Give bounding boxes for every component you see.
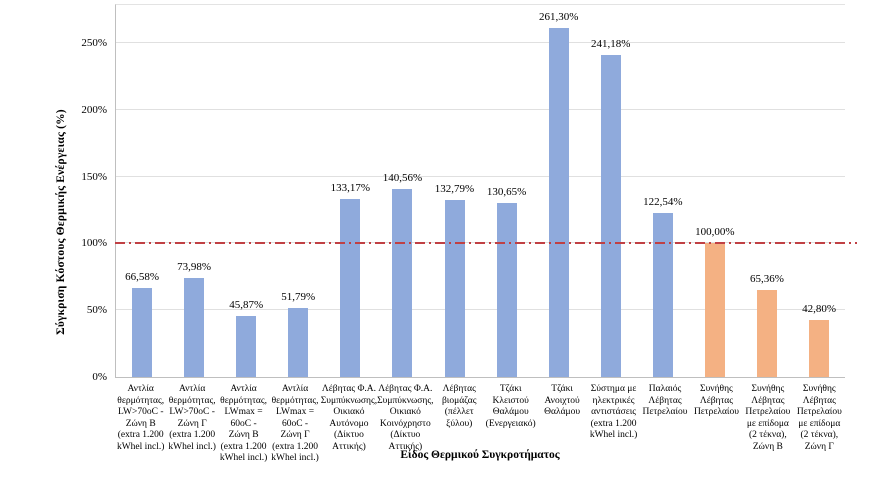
y-tick-label: 150% bbox=[81, 170, 107, 183]
bar-value-label: 130,65% bbox=[486, 185, 527, 198]
x-category-label: Τζάκι Κλειστού Θαλάμου (Ενεργειακό) bbox=[485, 384, 536, 429]
bar bbox=[288, 307, 309, 377]
bar-slot: 100,00% bbox=[689, 5, 741, 377]
x-category-label: Τζάκι Ανοιχτού Θαλάμου bbox=[544, 384, 581, 417]
bar-slot: 122,54% bbox=[637, 5, 689, 377]
y-tick-label: 0% bbox=[92, 371, 107, 383]
bar-value-label: 140,56% bbox=[382, 172, 423, 185]
x-category-label: Αντλία θερμότητας, LW>70oC - Ζώνη Γ (ext… bbox=[168, 384, 216, 452]
bar bbox=[236, 315, 257, 377]
bar bbox=[600, 54, 621, 377]
gridline-50 bbox=[116, 309, 845, 311]
bar-slot: 65,36% bbox=[741, 5, 793, 377]
gridline-250 bbox=[116, 42, 845, 44]
x-axis-category-labels: Αντλία θερμότητας, LW>70oC - Ζώνη Β (ext… bbox=[115, 384, 845, 465]
bar-slot: 73,98% bbox=[168, 5, 220, 377]
bar-value-label: 65,36% bbox=[750, 272, 784, 285]
bar bbox=[340, 199, 361, 377]
y-axis-tick-labels: 0% 50% 100% 150% 200% 250% bbox=[0, 4, 107, 383]
bar bbox=[496, 202, 517, 377]
plot-area: 66,58% 73,98% 45,87% 51,79% 133,17% 140,56% 13… bbox=[115, 4, 857, 378]
x-category-label: Λέβητας Φ.Α. Συμπύκνωσης, Οικιακό Αυτόνο… bbox=[320, 384, 378, 452]
x-category-label: Συνήθης Λέβητας Πετρελαίου με επίδομα (2… bbox=[745, 384, 791, 452]
bar bbox=[132, 288, 153, 377]
bar bbox=[704, 243, 725, 377]
bar-slot: 66,58% bbox=[116, 5, 168, 377]
x-category-label: Λέβητας βιομάζας (πέλλετ ξύλου) bbox=[441, 384, 477, 429]
y-tick-label: 50% bbox=[86, 304, 107, 317]
bar-slot: 241,18% bbox=[585, 5, 637, 377]
bar-slot: 132,79% bbox=[428, 5, 480, 377]
x-category-label: Συνήθης Λέβητας Πετρελαίου bbox=[693, 384, 739, 417]
y-tick-label: 250% bbox=[81, 37, 107, 50]
gridline-150 bbox=[116, 175, 845, 177]
bar-value-label: 73,98% bbox=[177, 261, 212, 274]
y-tick-label: 200% bbox=[81, 103, 107, 116]
bar bbox=[392, 189, 413, 377]
bar bbox=[548, 27, 569, 377]
bar-slot: 140,56% bbox=[376, 5, 428, 377]
bar-value-label: 261,30% bbox=[538, 10, 579, 23]
reference-line-100-percent bbox=[115, 242, 857, 245]
bar-value-label: 66,58% bbox=[125, 271, 159, 284]
bar-slot: 45,87% bbox=[220, 5, 272, 377]
x-category-label: Σύστημα με ηλεκτρικές αντιστάσεις (extra… bbox=[589, 384, 638, 440]
bar bbox=[184, 278, 205, 377]
x-category-label: Συνήθης Λέβητας Πετρελαίου με επίδομα (2… bbox=[796, 384, 842, 452]
x-axis-title: Είδος Θερμικού Συγκροτήματος bbox=[400, 449, 560, 461]
bar bbox=[652, 213, 673, 377]
bar-value-label: 45,87% bbox=[229, 298, 264, 311]
bar-value-label: 241,18% bbox=[591, 37, 631, 50]
y-tick-label: 100% bbox=[81, 237, 107, 250]
x-category-label: Αντλία θερμότητας, LW>70oC - Ζώνη Β (ext… bbox=[116, 384, 165, 452]
bar-value-label: 122,54% bbox=[643, 196, 683, 209]
bar-value-label: 133,17% bbox=[330, 182, 371, 195]
bar-slot: 130,65% bbox=[481, 5, 533, 377]
bar-slot: 133,17% bbox=[324, 5, 376, 377]
bar-slot: 261,30% bbox=[533, 5, 585, 377]
bar-slot: 42,80% bbox=[793, 5, 845, 377]
bar-value-label: 100,00% bbox=[695, 226, 735, 239]
bars-container: 66,58% 73,98% 45,87% 51,79% 133,17% 140,56% 13… bbox=[116, 5, 845, 377]
bar bbox=[756, 289, 777, 377]
bar-value-label: 51,79% bbox=[281, 290, 316, 303]
bar-value-label: 42,80% bbox=[802, 302, 837, 315]
bar-value-label: 132,79% bbox=[434, 182, 475, 195]
bar bbox=[444, 199, 465, 377]
x-category-label: Λέβητας Φ.Α. Συμπύκνωσης, Οικιακό Κοινόχ… bbox=[377, 384, 434, 452]
bar bbox=[809, 319, 830, 377]
bar-slot: 51,79% bbox=[272, 5, 324, 377]
x-category-label: Αντλία θερμότητας, LWmax = 60oC - Ζώνη Γ… bbox=[271, 384, 319, 463]
gridline-200 bbox=[116, 108, 845, 110]
x-category-label: Παλαιός Λέβητας Πετρελαίου bbox=[642, 384, 688, 417]
x-category-label: Αντλία θερμότητας, LWmax = 60oC - Ζώνη Β… bbox=[219, 384, 268, 463]
